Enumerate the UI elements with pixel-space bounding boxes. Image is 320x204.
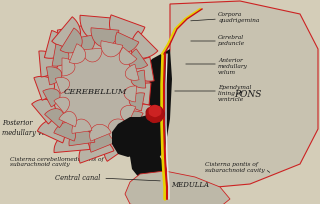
Text: Posterior
medullary velum: Posterior medullary velum — [2, 119, 127, 136]
Polygon shape — [112, 114, 155, 157]
Text: Anterior
medullary
velum: Anterior medullary velum — [218, 58, 248, 74]
Polygon shape — [124, 111, 143, 133]
Polygon shape — [44, 109, 64, 128]
Circle shape — [147, 106, 163, 122]
Polygon shape — [62, 59, 75, 77]
Circle shape — [154, 110, 164, 119]
Polygon shape — [46, 68, 62, 85]
Polygon shape — [130, 105, 151, 129]
Polygon shape — [91, 29, 119, 48]
Polygon shape — [79, 139, 114, 163]
Polygon shape — [125, 171, 230, 204]
Polygon shape — [90, 132, 117, 153]
Circle shape — [146, 108, 156, 118]
Polygon shape — [69, 44, 86, 64]
Polygon shape — [148, 154, 168, 199]
Text: MEDULLA: MEDULLA — [171, 180, 209, 188]
Polygon shape — [44, 31, 66, 59]
Polygon shape — [32, 100, 55, 124]
Circle shape — [146, 111, 156, 121]
Circle shape — [149, 106, 159, 116]
Polygon shape — [52, 45, 69, 67]
Polygon shape — [158, 2, 318, 189]
Polygon shape — [124, 86, 137, 102]
Polygon shape — [112, 127, 136, 150]
Text: PONS: PONS — [234, 90, 262, 99]
Polygon shape — [37, 120, 65, 143]
Polygon shape — [59, 112, 76, 127]
Polygon shape — [108, 119, 128, 139]
Polygon shape — [60, 29, 82, 54]
Polygon shape — [54, 98, 69, 114]
Text: Corpora
quadrigemina: Corpora quadrigemina — [218, 12, 260, 23]
Polygon shape — [34, 77, 54, 101]
Polygon shape — [80, 16, 120, 42]
Polygon shape — [129, 93, 145, 111]
Circle shape — [149, 109, 156, 116]
Polygon shape — [101, 41, 123, 58]
Circle shape — [154, 107, 161, 114]
Polygon shape — [42, 25, 150, 154]
Polygon shape — [131, 32, 158, 59]
Polygon shape — [125, 65, 139, 81]
Polygon shape — [54, 123, 76, 141]
Polygon shape — [109, 16, 145, 43]
Circle shape — [153, 107, 163, 117]
Circle shape — [151, 106, 158, 113]
Text: Ependymal
lining of
ventricle: Ependymal lining of ventricle — [218, 85, 252, 101]
Polygon shape — [104, 133, 137, 162]
Circle shape — [149, 113, 159, 123]
Polygon shape — [131, 71, 146, 89]
Text: Cisterna cerebellomedullaris of
subarachnoid cavity: Cisterna cerebellomedullaris of subarach… — [10, 156, 104, 167]
Polygon shape — [128, 50, 148, 70]
Polygon shape — [121, 106, 136, 124]
Polygon shape — [134, 58, 154, 82]
Polygon shape — [115, 33, 139, 53]
Polygon shape — [72, 120, 92, 134]
Text: Cerebral
peduncle: Cerebral peduncle — [218, 35, 245, 45]
Polygon shape — [57, 25, 93, 50]
Text: Cisterna pontis of
subarachnoid cavity: Cisterna pontis of subarachnoid cavity — [205, 161, 265, 172]
Circle shape — [149, 107, 156, 114]
Polygon shape — [69, 129, 95, 146]
Polygon shape — [54, 133, 90, 153]
Circle shape — [154, 109, 161, 116]
Polygon shape — [55, 78, 70, 94]
Circle shape — [151, 110, 158, 117]
Polygon shape — [39, 52, 58, 78]
Polygon shape — [69, 35, 95, 55]
Polygon shape — [90, 125, 111, 141]
Polygon shape — [82, 49, 102, 63]
Polygon shape — [128, 50, 172, 179]
Text: CEREBELLUM: CEREBELLUM — [63, 88, 127, 95]
Polygon shape — [52, 18, 80, 48]
Polygon shape — [119, 48, 137, 65]
Polygon shape — [123, 122, 148, 149]
Text: Central canal: Central canal — [55, 173, 160, 181]
Circle shape — [153, 112, 163, 122]
Text: Choroid plexus: Choroid plexus — [55, 119, 149, 151]
Polygon shape — [133, 83, 151, 105]
Polygon shape — [43, 89, 60, 108]
